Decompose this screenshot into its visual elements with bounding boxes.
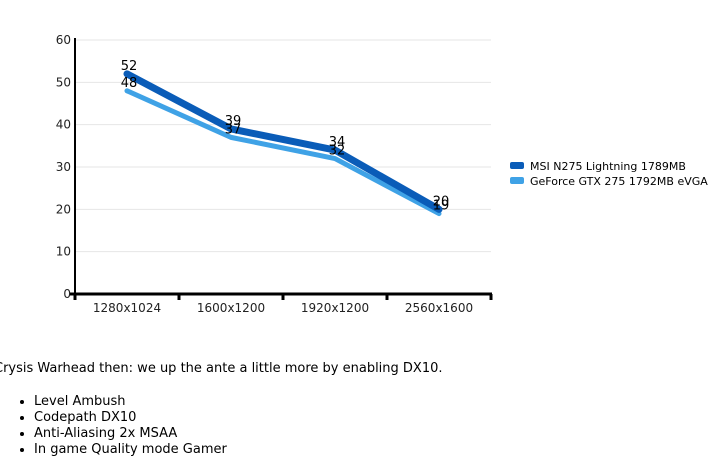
data-label: 34 — [329, 135, 346, 150]
data-label: 32 — [329, 144, 346, 159]
y-tick-label: 40 — [56, 118, 71, 132]
settings-list: Level Ambush Codepath DX10 Anti-Aliasing… — [0, 394, 714, 458]
series-line — [123, 70, 443, 213]
list-item: In game Quality mode Gamer — [34, 442, 714, 458]
y-tick-label: 60 — [56, 33, 71, 47]
list-item: Anti-Aliasing 2x MSAA — [34, 426, 714, 442]
data-label: 19 — [433, 199, 450, 214]
y-tick-label: 20 — [56, 202, 71, 216]
series-line — [124, 88, 442, 217]
legend-swatch — [510, 177, 524, 184]
x-tick-label: 1920x1200 — [301, 301, 369, 315]
data-label: 20 — [433, 194, 450, 209]
data-label: 39 — [225, 114, 242, 129]
list-item: Codepath DX10 — [34, 410, 714, 426]
legend-entry: GeForce GTX 275 1792MB eVGA — [530, 175, 708, 188]
data-label: 48 — [121, 76, 138, 91]
x-tick-label: 1280x1024 — [93, 301, 161, 315]
data-label: 37 — [225, 122, 242, 137]
intro-paragraph: Crysis Warhead then: we up the ante a li… — [0, 361, 443, 376]
y-tick-label: 30 — [56, 160, 71, 174]
article-text: Crysis Warhead then: we up the ante a li… — [0, 361, 714, 458]
legend-swatch — [510, 162, 524, 169]
y-tick-label: 50 — [56, 75, 71, 89]
list-item: Level Ambush — [34, 394, 714, 410]
x-tick-label: 2560x1600 — [405, 301, 473, 315]
y-tick-label: 10 — [56, 245, 71, 259]
x-tick-label: 1600x1200 — [197, 301, 265, 315]
y-tick-label: 0 — [63, 287, 71, 301]
data-label: 52 — [121, 59, 138, 74]
legend-entry: MSI N275 Lightning 1789MB — [530, 160, 686, 173]
line-chart: 0 10 20 30 40 50 60 1280x1024 1600x1200 1920x1200… — [56, 33, 709, 315]
